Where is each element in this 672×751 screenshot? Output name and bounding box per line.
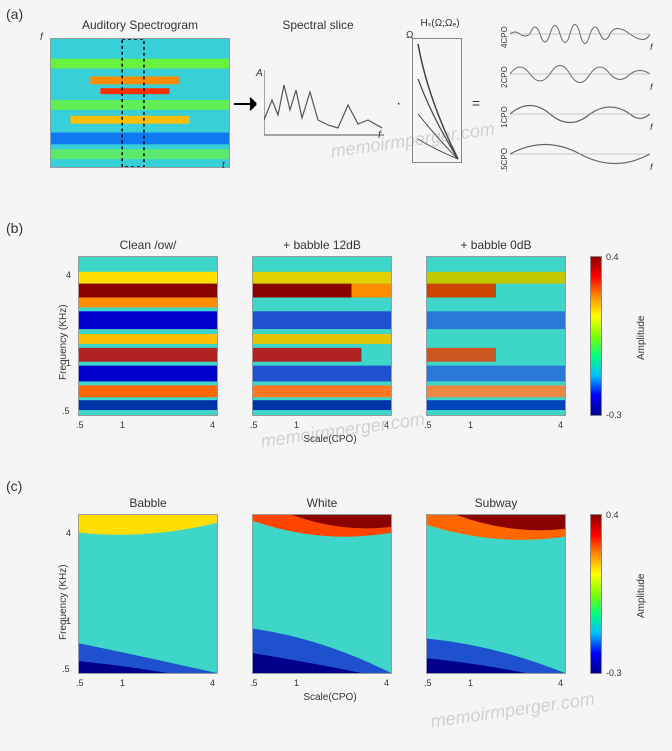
cpo-wave-half: [510, 135, 650, 173]
cpo-4-f: f: [650, 42, 653, 52]
panel-b-label: (b): [6, 220, 23, 236]
arrow-icon: [232, 95, 262, 113]
b0-xt-4: 4: [210, 420, 215, 430]
equals-operator: =: [472, 95, 480, 111]
cpo-wave-1: [510, 95, 650, 133]
cpo-2-f: f: [650, 82, 653, 92]
t-axis-label: t: [222, 160, 225, 171]
cpo-wave-2: [510, 55, 650, 93]
b1-xt-4: 4: [384, 420, 389, 430]
c-plot-babble: [78, 514, 218, 674]
c-ylabel: Frequency (KHz): [58, 564, 69, 640]
b-ytick-05: .5: [62, 406, 70, 416]
b-xlabel: Scale(CPO): [290, 434, 370, 445]
c0-xt-05: .5: [76, 678, 84, 688]
c0-xt-1: 1: [120, 678, 125, 688]
spectral-slice-title: Spectral slice: [258, 18, 378, 32]
c0-xt-4: 4: [210, 678, 215, 688]
b-title-2: + babble 0dB: [426, 238, 566, 252]
cpo-wave-4: [510, 15, 650, 53]
spectral-slice-plot: [264, 70, 384, 140]
b2-xt-4: 4: [558, 420, 563, 430]
c2-xt-4: 4: [558, 678, 563, 688]
c1-xt-4: 4: [384, 678, 389, 688]
c-title-2: Subway: [426, 496, 566, 510]
b-ylabel: Frequency (KHz): [58, 304, 69, 380]
c-title-0: Babble: [78, 496, 218, 510]
b-plot-clean: [78, 256, 218, 416]
c-cb-bot: -0.3: [606, 668, 622, 678]
c-title-1: White: [252, 496, 392, 510]
b1-xt-1: 1: [294, 420, 299, 430]
c-ytick-4: 4: [66, 528, 71, 538]
b-cb-bot: -0.3: [606, 410, 622, 420]
panel-c-label: (c): [6, 478, 22, 494]
c-ytick-1: 1: [66, 616, 71, 626]
c-ytick-05: .5: [62, 664, 70, 674]
b-title-1: + babble 12dB: [252, 238, 392, 252]
spectrogram-title: Auditory Spectrogram: [50, 18, 230, 32]
b2-xt-05: .5: [424, 420, 432, 430]
b-ytick-1: 1: [66, 358, 71, 368]
c-colorbar: [590, 514, 602, 674]
panel-a-label: (a): [6, 6, 23, 22]
b1-xt-05: .5: [250, 420, 258, 430]
auditory-spectrogram: [50, 38, 230, 168]
b2-xt-1: 1: [468, 420, 473, 430]
c1-xt-05: .5: [250, 678, 258, 688]
watermark: memoirmperger.com: [429, 689, 596, 733]
cpo-half-f: f: [650, 162, 653, 172]
b0-xt-05: .5: [76, 420, 84, 430]
b-colorbar: [590, 256, 602, 416]
b-plot-babble12: [252, 256, 392, 416]
f-axis-label: f: [40, 32, 43, 43]
A-label: A: [256, 68, 263, 79]
c2-xt-05: .5: [424, 678, 432, 688]
slice-f-label: f: [378, 130, 381, 141]
c2-xt-1: 1: [468, 678, 473, 688]
c-plot-subway: [426, 514, 566, 674]
c1-xt-1: 1: [294, 678, 299, 688]
b-amplitude: Amplitude: [636, 316, 647, 360]
b-ytick-4: 4: [66, 270, 71, 280]
cpo-2-label: 2CPO: [500, 66, 509, 88]
cpo-1-label: 1CPO: [500, 106, 509, 128]
filter-title: Hₛ(Ω;Ωₑ): [410, 18, 470, 29]
c-plot-white: [252, 514, 392, 674]
b-title-0: Clean /ow/: [78, 238, 218, 252]
b0-xt-1: 1: [120, 420, 125, 430]
b-plot-babble0: [426, 256, 566, 416]
b-cb-top: 0.4: [606, 252, 619, 262]
cpo-half-label: .5CPO: [500, 148, 509, 172]
dot-operator: ·: [396, 95, 401, 113]
cpo-4-label: 4CPO: [500, 26, 509, 48]
c-amplitude: Amplitude: [636, 574, 647, 618]
cpo-1-f: f: [650, 122, 653, 132]
c-cb-top: 0.4: [606, 510, 619, 520]
c-xlabel: Scale(CPO): [290, 692, 370, 703]
filter-box: [412, 38, 462, 163]
